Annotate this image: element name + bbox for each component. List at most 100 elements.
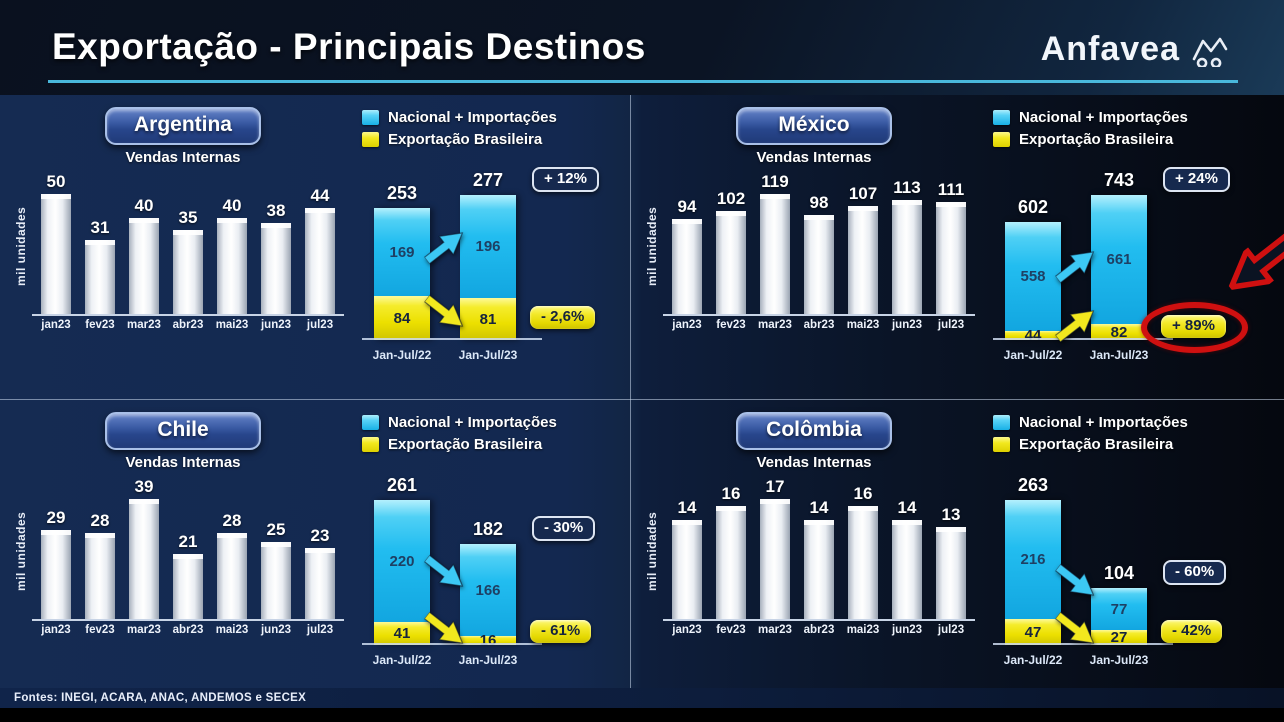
anfavea-logo: Anfavea [1041,30,1230,69]
month-label: jun23 [260,624,292,636]
national-legend-swatch [362,110,379,125]
month-label: mai23 [846,624,880,636]
sources-text: Fontes: INEGI, ACARA, ANAC, ANDEMOS e SE… [14,692,307,704]
monthly-bar: 31 [78,218,122,314]
country-panel: Chile Vendas Internas mil unidades 29 28 3… [0,400,631,688]
month-label: jul23 [306,624,334,636]
monthly-bar-rect [716,506,746,619]
export-segment: 84 [374,296,430,340]
period-label: Jan-Jul/22 [1003,348,1063,362]
monthly-bar: 28 [210,511,254,619]
country-name: Chile [157,418,209,441]
month-label: mai23 [215,624,249,636]
month-label: mai23 [215,319,249,331]
monthly-bar: 113 [885,178,929,314]
y-axis-label: mil unidades [14,206,28,286]
stacked-bars-plot: 558 44 602 Jan-Jul/22 661 82 743 Jan-Jul/23 + 24… [993,154,1284,366]
export-trend-arrow [1053,310,1099,343]
monthly-bar: 111 [929,180,973,314]
monthly-bar-rect [305,208,335,314]
monthly-bar-value: 16 [721,484,741,503]
monthly-bar-value: 98 [809,193,829,212]
country-title-button: México [736,107,892,145]
month-label: abr23 [172,624,204,636]
y-axis-label: mil unidades [645,511,659,591]
period-label: Jan-Jul/23 [1089,653,1149,667]
monthly-bar-rect [892,520,922,619]
y-axis-label: mil unidades [14,511,28,591]
month-label: mar23 [127,624,161,636]
total-value-label: 104 [1103,563,1135,583]
monthly-bar-rect [892,200,922,314]
country-name: México [778,113,850,136]
baseline-axis [993,643,1173,645]
total-value-label: 263 [1017,475,1049,495]
monthly-bar-rect [305,548,335,619]
chart-subtitle: Vendas Internas [756,454,872,471]
month-label: abr23 [803,319,835,331]
national-trend-arrow [422,232,468,265]
monthly-bar: 13 [929,505,973,619]
country-title-button: Chile [105,412,261,450]
monthly-bar: 16 [841,484,885,619]
total-change-badge: + 12% [532,167,599,192]
national-legend-label: Nacional + Importações [1019,109,1188,126]
legend: Nacional + Importações Exportação Brasil… [993,414,1284,453]
stacked-bar-Jan-Jul/23: 77 27 [1091,588,1147,646]
export-change-badge: - 2,6% [530,306,596,329]
anfavea-rider-icon [1192,37,1228,67]
national-segment: 169 [374,208,430,296]
stacked-bar-Jan-Jul/23: 661 82 [1091,195,1147,341]
monthly-bar: 119 [753,172,797,314]
monthly-bar: 39 [122,477,166,619]
period-label: Jan-Jul/22 [1003,653,1063,667]
month-label: fev23 [85,624,115,636]
monthly-bar-rect [760,194,790,314]
monthly-bar-value: 25 [266,520,286,539]
period-label: Jan-Jul/23 [458,348,518,362]
legend-item-export: Exportação Brasileira [993,436,1284,453]
national-segment: 661 [1091,195,1147,324]
country-panel: México Vendas Internas mil unidades 94 10… [631,95,1284,400]
monthly-bar-rect [85,533,115,619]
export-legend-swatch [993,437,1010,452]
monthly-bar: 14 [797,498,841,619]
period-label: Jan-Jul/22 [372,348,432,362]
vertical-divider [630,95,631,688]
monthly-bars: 14 16 17 14 16 14 13 [663,477,975,621]
monthly-bar: 102 [709,189,753,314]
page-title: Exportação - Principais Destinos [52,26,646,67]
baseline-axis [993,338,1173,340]
legend: Nacional + Importações Exportação Brasil… [362,109,631,148]
national-legend-label: Nacional + Importações [1019,414,1188,431]
stacked-bar-Jan-Jul/23: 166 16 [460,544,516,649]
export-legend-label: Exportação Brasileira [388,436,543,453]
export-legend-label: Exportação Brasileira [1019,436,1174,453]
monthly-bar-rect [760,499,790,619]
export-legend-swatch [993,132,1010,147]
national-trend-arrow [1053,563,1099,599]
export-change-badge: - 61% [530,620,592,643]
monthly-bar: 14 [665,498,709,619]
monthly-bar-rect [85,240,115,314]
monthly-bar-rect [716,211,746,314]
month-label: abr23 [172,319,204,331]
monthly-bar-value: 14 [809,498,829,517]
monthly-bar: 94 [665,197,709,314]
slide-footer: Fontes: INEGI, ACARA, ANAC, ANDEMOS e SE… [0,688,1284,708]
monthly-chart-plot: mil unidades 94 102 119 98 107 113 111 [645,172,983,316]
monthly-bar-value: 29 [46,508,66,527]
national-legend-label: Nacional + Importações [388,414,557,431]
monthly-bar: 16 [709,484,753,619]
monthly-bar: 107 [841,184,885,314]
national-segment: 166 [460,544,516,636]
comparison-chart: Nacional + Importações Exportação Brasil… [983,95,1284,400]
total-value-label: 277 [472,170,504,190]
legend-item-export: Exportação Brasileira [362,131,631,148]
month-label: jan23 [672,624,702,636]
month-label: abr23 [803,624,835,636]
monthly-bar-value: 44 [310,186,330,205]
monthly-bar-value: 38 [266,201,286,220]
monthly-bar: 98 [797,193,841,314]
